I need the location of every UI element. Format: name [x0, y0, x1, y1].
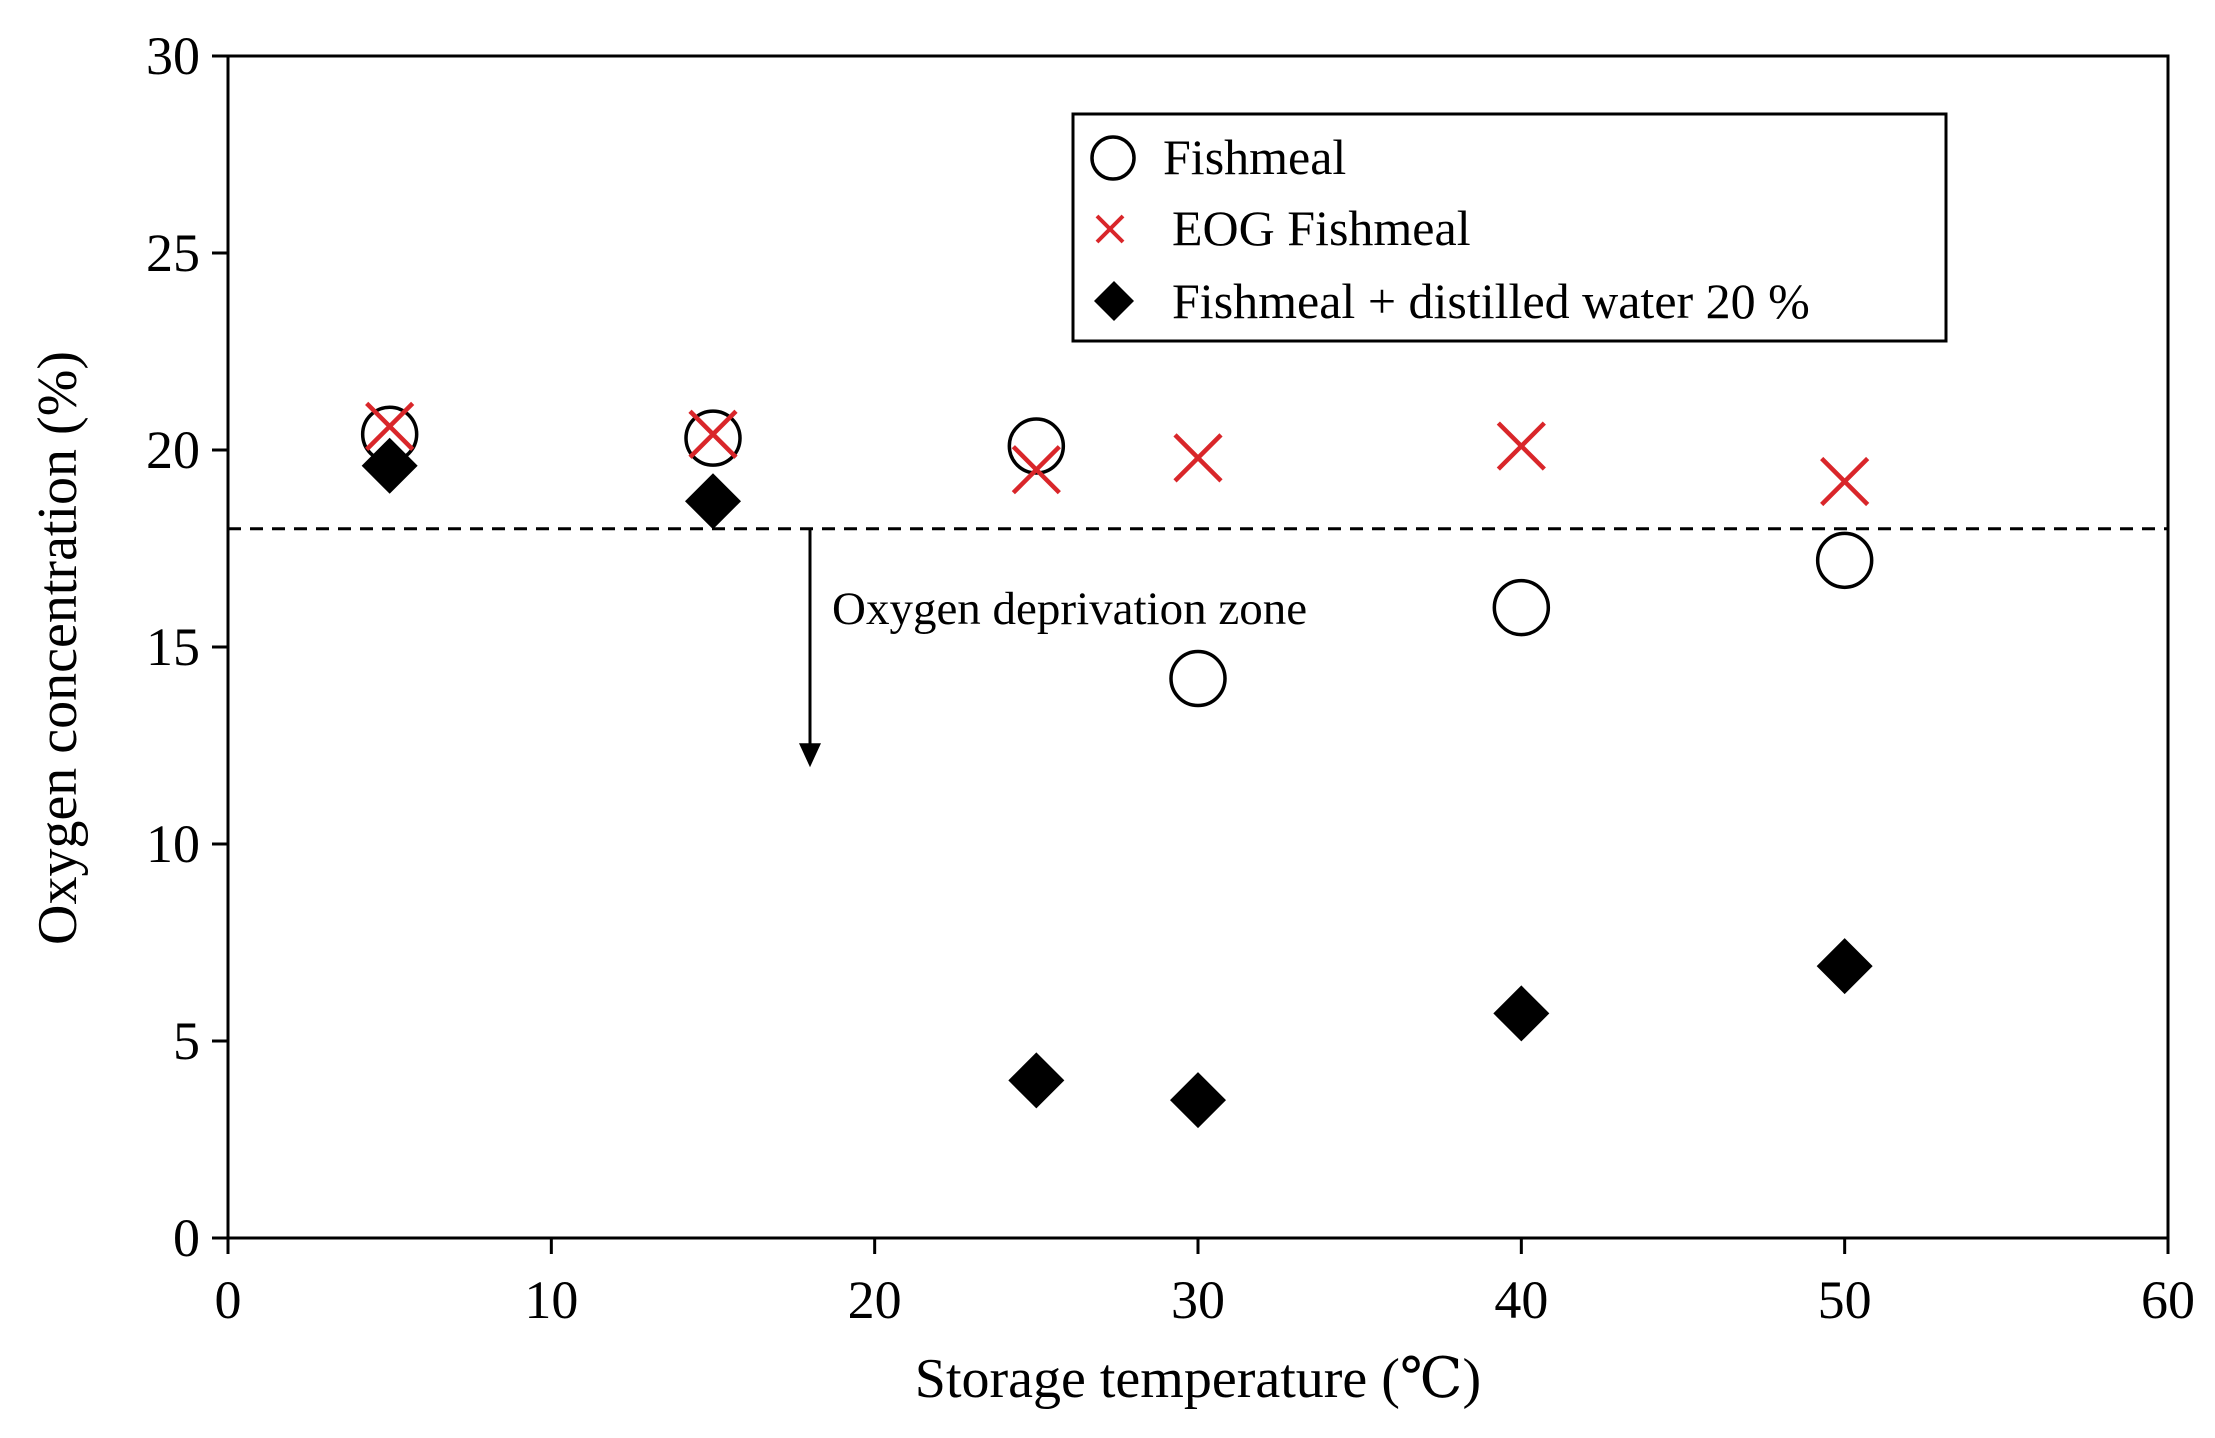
legend-box: [1071, 112, 1948, 343]
point-eog-fishmeal-stroke: [1173, 433, 1223, 483]
x-tick-label: 30: [1171, 1270, 1225, 1330]
point-fishmeal: [1169, 649, 1227, 708]
point-eog-fishmeal-stroke: [1011, 445, 1061, 495]
y-tick-label: 10: [146, 814, 200, 874]
legend-label-fishmeal-water: Fishmeal + distilled water 20 %: [1172, 273, 1810, 329]
x-axis-title: Storage temperature (℃): [915, 1348, 1481, 1410]
y-axis-ticks: 0 5 10 15 20 25 30: [146, 26, 228, 1268]
legend-markers: [1090, 135, 1136, 321]
x-tick-label: 60: [2141, 1270, 2195, 1330]
y-tick-label: 25: [146, 223, 200, 283]
point-eog-fishmeal-stroke: [1820, 456, 1870, 507]
legend-label-eog-fishmeal: EOG Fishmeal: [1172, 200, 1471, 256]
point-fishmeal-water: [685, 473, 741, 530]
point-eog-fishmeal-stroke: [688, 409, 738, 459]
y-tick-label: 15: [146, 617, 200, 677]
deprivation-arrowhead: [799, 743, 821, 768]
x-tick-label: 20: [848, 1270, 902, 1330]
y-tick-label: 20: [146, 420, 200, 480]
point-fishmeal-water: [1493, 985, 1550, 1042]
point-fishmeal-water: [1170, 1072, 1226, 1129]
y-axis-title: Oxygen concentration (%): [27, 351, 89, 945]
data-points: [360, 401, 1874, 1129]
point-fishmeal: [684, 409, 742, 467]
point-fishmeal: [1815, 531, 1874, 590]
point-eog-fishmeal-stroke: [365, 401, 415, 451]
legend-marker-fishmeal-water: [1094, 281, 1134, 321]
x-axis-ticks: 0 10 20 30 40 50 60: [215, 1238, 2195, 1330]
annotation-label: Oxygen deprivation zone: [832, 583, 1307, 635]
point-fishmeal: [1007, 417, 1066, 475]
legend-marker-fishmeal: [1090, 135, 1136, 181]
legend: Fishmeal EOG Fishmeal Fishmeal + distill…: [1071, 112, 1948, 343]
point-eog-fishmeal: [1496, 421, 1546, 471]
x-tick-label: 0: [215, 1270, 242, 1330]
point-eog-fishmeal-stroke: [1496, 421, 1546, 471]
point-fishmeal-water: [1816, 938, 1873, 995]
legend-marker-eog-fishmeal-stroke: [1095, 214, 1125, 244]
point-eog-fishmeal: [1011, 445, 1061, 495]
point-fishmeal-water: [361, 437, 418, 494]
point-fishmeal-water: [1008, 1052, 1065, 1109]
point-eog-fishmeal: [1173, 433, 1223, 483]
legend-marker-eog-fishmeal: [1095, 214, 1125, 244]
y-tick-label: 5: [173, 1011, 200, 1071]
x-tick-label: 50: [1818, 1270, 1872, 1330]
point-fishmeal: [1492, 578, 1551, 637]
point-fishmeal: [360, 405, 419, 463]
y-tick-label: 0: [173, 1208, 200, 1268]
x-tick-label: 10: [524, 1270, 578, 1330]
legend-label-fishmeal: Fishmeal: [1163, 129, 1346, 185]
point-eog-fishmeal: [1820, 456, 1870, 507]
point-eog-fishmeal: [365, 401, 415, 451]
point-eog-fishmeal: [688, 409, 738, 459]
x-tick-label: 40: [1494, 1270, 1548, 1330]
y-tick-label: 30: [146, 26, 200, 86]
